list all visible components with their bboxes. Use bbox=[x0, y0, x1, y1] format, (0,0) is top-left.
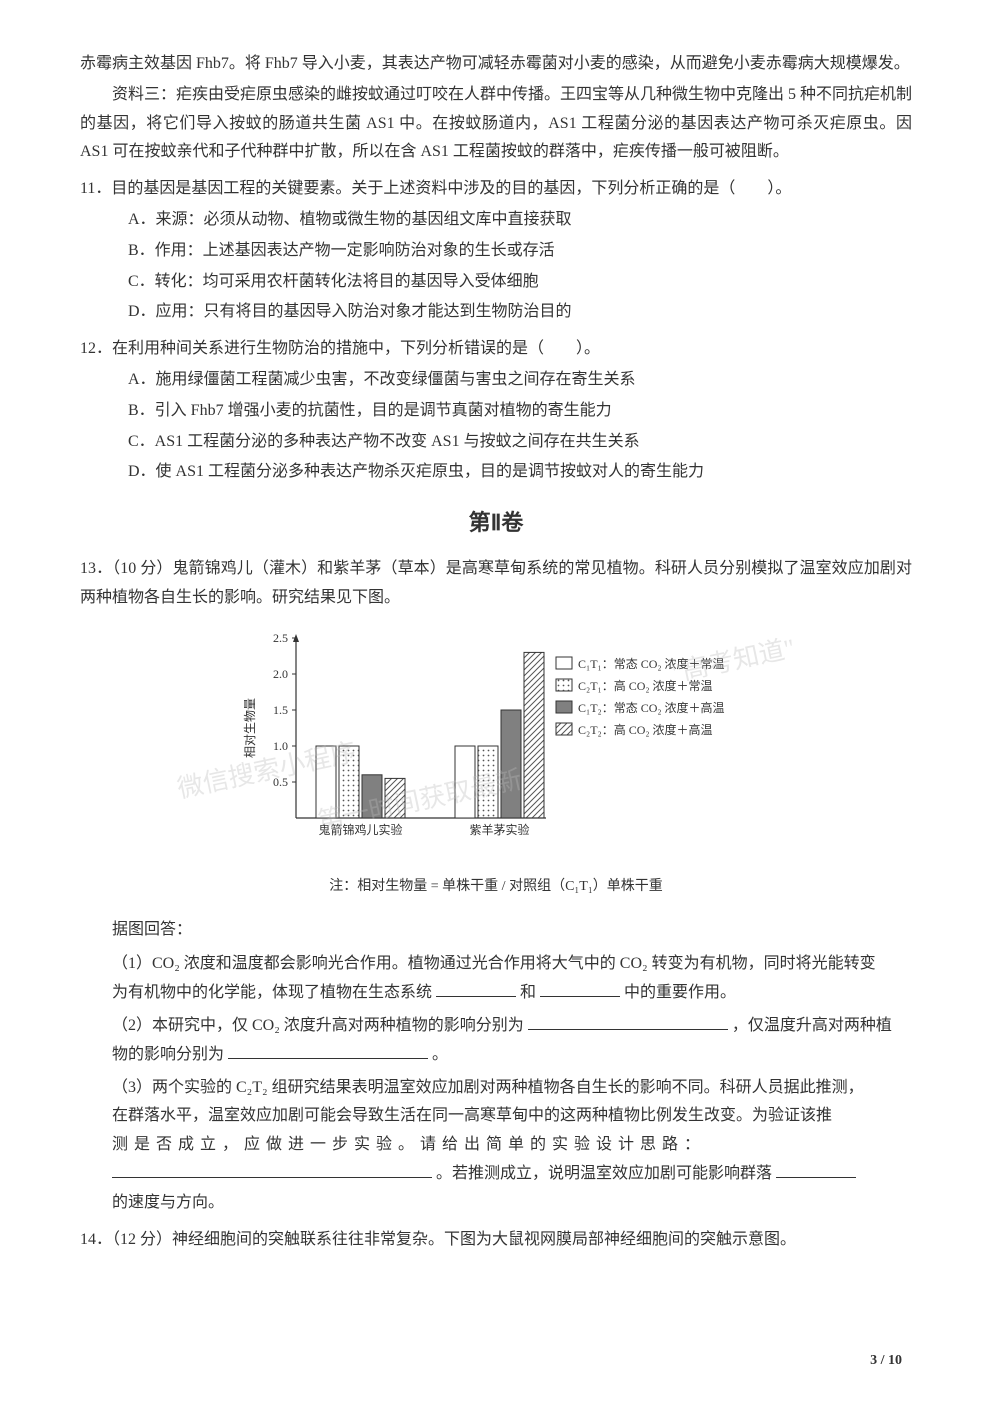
svg-text:紫羊茅实验: 紫羊茅实验 bbox=[469, 822, 529, 837]
intro-p2: 资料三：疟疾由受疟原虫感染的雌按蚊通过叮咬在人群中传播。王四宝等从几种微生物中克… bbox=[80, 81, 912, 167]
svg-text:C₁T₂：常态 CO₂ 浓度＋高温: C₁T₂：常态 CO₂ 浓度＋高温 bbox=[578, 700, 725, 715]
q13-s3c: 测是否成立，应做进一步实验。请给出简单的实验设计思路： bbox=[112, 1136, 706, 1153]
q11-option-a: A．来源：必须从动物、植物或微生物的基因组文库中直接获取 bbox=[128, 206, 912, 235]
svg-text:2.0: 2.0 bbox=[273, 667, 288, 681]
q13-s2c: 物的影响分别为 bbox=[112, 1046, 224, 1063]
q12-option-d: D．使 AS1 工程菌分泌多种表达产物杀灭疟原虫，目的是调节按蚊对人的寄生能力 bbox=[128, 458, 912, 487]
svg-text:C₂T₁：高 CO₂ 浓度＋常温: C₂T₁：高 CO₂ 浓度＋常温 bbox=[578, 678, 713, 693]
q13-s2d: 。 bbox=[432, 1046, 448, 1063]
q13-s2b: ，仅温度升高对两种植 bbox=[732, 1017, 892, 1034]
question-12: 12．在利用种间关系进行生物防治的措施中，下列分析错误的是（ ）。 A．施用绿僵… bbox=[80, 335, 912, 487]
page-number: 3 / 10 bbox=[870, 1348, 902, 1373]
svg-text:相对生物量: 相对生物量 bbox=[243, 698, 257, 758]
q11-option-c: C．转化：均可采用农杆菌转化法将目的基因导入受体细胞 bbox=[128, 268, 912, 297]
chart-note: 注：相对生物量 = 单株干重 / 对照组（C₁T₁）单株干重 bbox=[236, 874, 756, 899]
q13-s3d: 。若推测成立，说明温室效应加剧可能影响群落 bbox=[436, 1165, 772, 1182]
q11-option-b: B．作用：上述基因表达产物一定影响防治对象的生长或存活 bbox=[128, 237, 912, 266]
q12-stem: 12．在利用种间关系进行生物防治的措施中，下列分析错误的是（ ）。 bbox=[80, 335, 912, 364]
blank-2 bbox=[540, 979, 620, 997]
blank-6 bbox=[776, 1160, 856, 1178]
q12-options: A．施用绿僵菌工程菌减少虫害，不改变绿僵菌与害虫之间存在寄生关系 B．引入 Fh… bbox=[128, 366, 912, 487]
blank-3 bbox=[528, 1012, 728, 1030]
blank-5 bbox=[112, 1160, 432, 1178]
q13-s2a: （2）本研究中，仅 CO₂ 浓度升高对两种植物的影响分别为 bbox=[112, 1017, 524, 1034]
q13-s3a: （3）两个实验的 C₂T₂ 组研究结果表明温室效应加剧对两种植物各自生长的影响不… bbox=[112, 1079, 864, 1096]
chart-container: 0.5 1.0 1.5 2.0 2.5 相对生物量鬼箭锦鸡儿实验 紫羊茅实验 C₁T₁：常态 … bbox=[236, 628, 756, 899]
q14-stem: 14．（12 分）神经细胞间的突触联系往往非常复杂。下图为大鼠视网膜局部神经细胞… bbox=[80, 1226, 912, 1255]
bar-chart: 0.5 1.0 1.5 2.0 2.5 相对生物量鬼箭锦鸡儿实验 紫羊茅实验 C₁T₁：常态 … bbox=[236, 628, 756, 868]
q13-s1d: 中的重要作用。 bbox=[624, 984, 736, 1001]
q11-stem: 11．目的基因是基因工程的关键要素。关于上述资料中涉及的目的基因，下列分析正确的… bbox=[80, 175, 912, 204]
q13-sub1: （1）CO₂ 浓度和温度都会影响光合作用。植物通过光合作用将大气中的 CO₂ 转… bbox=[112, 950, 912, 1008]
q11-option-d: D．应用：只有将目的基因导入防治对象才能达到生物防治目的 bbox=[128, 298, 912, 327]
svg-text:0.5: 0.5 bbox=[273, 775, 288, 789]
intro-p1: 赤霉病主效基因 Fhb7。将 Fhb7 导入小麦，其表达产物可减轻赤霉菌对小麦的… bbox=[80, 50, 912, 79]
question-11: 11．目的基因是基因工程的关键要素。关于上述资料中涉及的目的基因，下列分析正确的… bbox=[80, 175, 912, 327]
svg-text:鬼箭锦鸡儿实验: 鬼箭锦鸡儿实验 bbox=[318, 822, 402, 837]
q13-sub2: （2）本研究中，仅 CO₂ 浓度升高对两种植物的影响分别为 ，仅温度升高对两种植… bbox=[112, 1012, 912, 1070]
svg-text:C₁T₁：常态 CO₂ 浓度＋常温: C₁T₁：常态 CO₂ 浓度＋常温 bbox=[578, 656, 725, 671]
q12-option-b: B．引入 Fhb7 增强小麦的抗菌性，目的是调节真菌对植物的寄生能力 bbox=[128, 397, 912, 426]
q13-s1c: 和 bbox=[520, 984, 536, 1001]
q13-stem: 13．（10 分）鬼箭锦鸡儿（灌木）和紫羊茅（草本）是高寒草甸系统的常见植物。科… bbox=[80, 555, 912, 613]
q13-according: 据图回答： bbox=[112, 916, 912, 945]
section-2-title: 第Ⅱ卷 bbox=[80, 503, 912, 543]
q13-s3b: 在群落水平，温室效应加剧可能会导致生活在同一高寒草甸中的这两种植物比例发生改变。… bbox=[112, 1107, 832, 1124]
q12-option-c: C．AS1 工程菌分泌的多种表达产物不改变 AS1 与按蚊之间存在共生关系 bbox=[128, 428, 912, 457]
q13-s3e: 的速度与方向。 bbox=[112, 1194, 224, 1211]
blank-1 bbox=[436, 979, 516, 997]
q12-option-a: A．施用绿僵菌工程菌减少虫害，不改变绿僵菌与害虫之间存在寄生关系 bbox=[128, 366, 912, 395]
q11-options: A．来源：必须从动物、植物或微生物的基因组文库中直接获取 B．作用：上述基因表达… bbox=[128, 206, 912, 327]
blank-4 bbox=[228, 1041, 428, 1059]
q13-s1b: 为有机物中的化学能，体现了植物在生态系统 bbox=[112, 984, 432, 1001]
q13-sub3: （3）两个实验的 C₂T₂ 组研究结果表明温室效应加剧对两种植物各自生长的影响不… bbox=[112, 1074, 912, 1218]
question-14: 14．（12 分）神经细胞间的突触联系往往非常复杂。下图为大鼠视网膜局部神经细胞… bbox=[80, 1226, 912, 1255]
svg-text:C₂T₂：高 CO₂ 浓度＋高温: C₂T₂：高 CO₂ 浓度＋高温 bbox=[578, 722, 713, 737]
svg-text:1.0: 1.0 bbox=[273, 739, 288, 753]
q13-s1a: （1）CO₂ 浓度和温度都会影响光合作用。植物通过光合作用将大气中的 CO₂ 转… bbox=[112, 955, 876, 972]
svg-text:2.5: 2.5 bbox=[273, 631, 288, 645]
svg-text:1.5: 1.5 bbox=[273, 703, 288, 717]
question-13: 13．（10 分）鬼箭锦鸡儿（灌木）和紫羊茅（草本）是高寒草甸系统的常见植物。科… bbox=[80, 555, 912, 1218]
